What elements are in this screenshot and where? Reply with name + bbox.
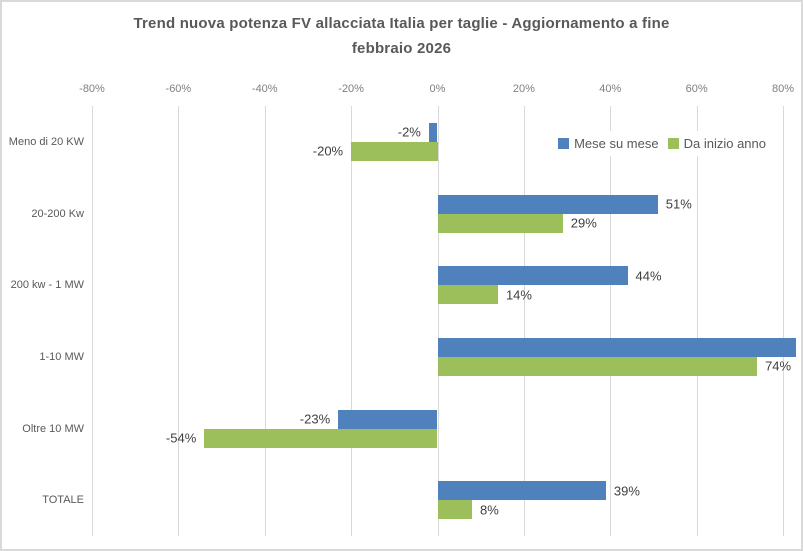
gridline-60%	[696, 106, 698, 536]
chart-title: Trend nuova potenza FV allacciata Italia…	[2, 11, 801, 61]
chart-title-line-1: Trend nuova potenza FV allacciata Italia…	[133, 15, 670, 32]
data-label-mese-su-mese-20-200-kw: 51%	[665, 196, 692, 212]
gridline--80%	[92, 106, 93, 536]
data-label-da-inizio-anno-200-kw-1-mw: 14%	[505, 287, 532, 303]
data-label-da-inizio-anno-oltre-10-mw: -54%	[165, 430, 197, 446]
category-label-meno-di-20-kw: Meno di 20 KW	[8, 135, 84, 148]
x-tick-label--40%: -40%	[251, 83, 278, 95]
x-tick-label-40%: 40%	[599, 83, 622, 95]
gridline-80%	[783, 106, 784, 536]
x-tick-label--80%: -80%	[79, 83, 105, 95]
legend: Mese su mese Da inizio anno	[552, 131, 772, 156]
bar-da-inizio-anno-200-kw-1-mw	[437, 285, 498, 305]
bar-da-inizio-anno-20-200-kw	[437, 213, 563, 233]
gridline-40%	[610, 106, 612, 536]
gridline--20%	[351, 106, 353, 536]
x-tick-label-60%: 60%	[685, 83, 708, 95]
data-label-mese-su-mese-totale: 39%	[613, 483, 640, 499]
gridline--60%	[178, 106, 180, 536]
x-tick-label-80%: 80%	[771, 83, 795, 95]
legend-swatch-da-inizio-anno	[667, 138, 679, 149]
bar-mese-su-mese-meno-di-20-kw	[428, 122, 438, 142]
chart-title-line-2: febbraio 2026	[351, 40, 452, 57]
data-label-da-inizio-anno-20-200-kw: 29%	[570, 215, 597, 231]
x-tick-label--20%: -20%	[338, 83, 364, 95]
category-label-oltre-10-mw: Oltre 10 MW	[22, 422, 84, 435]
data-label-mese-su-mese-200-kw-1-mw: 44%	[635, 268, 662, 284]
legend-label-da-inizio-anno: Da inizio anno	[683, 136, 766, 151]
legend-entry-mese-su-mese: Mese su mese	[558, 136, 659, 151]
gridline-0%	[437, 106, 439, 536]
bar-da-inizio-anno-totale	[437, 500, 473, 520]
bar-mese-su-mese-oltre-10-mw	[338, 409, 438, 429]
bar-mese-su-mese-200-kw-1-mw	[437, 266, 628, 286]
data-label-da-inizio-anno-1-10-mw: 74%	[765, 358, 792, 374]
bar-mese-su-mese-totale	[437, 481, 606, 501]
category-label-20-200-kw: 20-200 Kw	[31, 207, 84, 220]
bar-mese-su-mese-1-10-mw	[437, 337, 796, 357]
legend-swatch-mese-su-mese	[558, 138, 570, 149]
x-tick-label-0%: 0%	[429, 83, 446, 95]
bar-da-inizio-anno-oltre-10-mw	[204, 428, 438, 448]
x-tick-label-20%: 20%	[512, 83, 535, 95]
data-label-mese-su-mese-oltre-10-mw: -23%	[299, 411, 331, 427]
data-label-mese-su-mese-meno-di-20-kw: -2%	[397, 124, 421, 140]
bar-da-inizio-anno-meno-di-20-kw	[351, 141, 438, 161]
data-label-da-inizio-anno-totale: 8%	[480, 502, 499, 518]
legend-entry-da-inizio-anno: Da inizio anno	[667, 136, 766, 151]
gridline--40%	[264, 106, 266, 536]
category-label-200-kw-1-mw: 200 kw - 1 MW	[10, 279, 84, 292]
bar-mese-su-mese-20-200-kw	[437, 194, 658, 214]
legend-label-mese-su-mese: Mese su mese	[574, 136, 659, 151]
category-label-totale: TOTALE	[42, 494, 84, 507]
gridline-20%	[523, 106, 525, 536]
bar-da-inizio-anno-1-10-mw	[437, 356, 758, 376]
x-tick-label--60%: -60%	[165, 83, 192, 95]
data-label-da-inizio-anno-meno-di-20-kw: -20%	[312, 143, 344, 159]
category-label-1-10-mw: 1-10 MW	[39, 350, 84, 363]
